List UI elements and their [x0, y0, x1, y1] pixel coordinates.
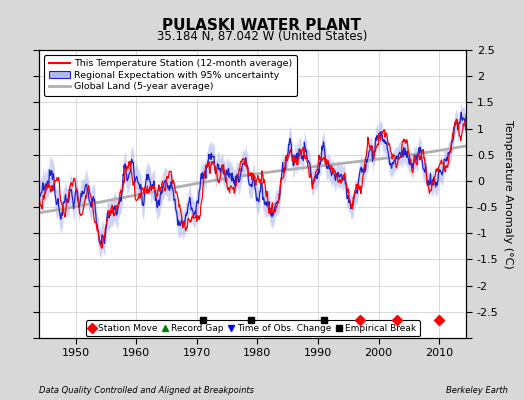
Text: PULASKI WATER PLANT: PULASKI WATER PLANT: [162, 18, 362, 33]
Legend: Station Move, Record Gap, Time of Obs. Change, Empirical Break: Station Move, Record Gap, Time of Obs. C…: [86, 320, 420, 336]
Text: Berkeley Earth: Berkeley Earth: [446, 386, 508, 395]
Y-axis label: Temperature Anomaly (°C): Temperature Anomaly (°C): [503, 120, 512, 268]
Text: 35.184 N, 87.042 W (United States): 35.184 N, 87.042 W (United States): [157, 30, 367, 43]
Text: Data Quality Controlled and Aligned at Breakpoints: Data Quality Controlled and Aligned at B…: [39, 386, 254, 395]
